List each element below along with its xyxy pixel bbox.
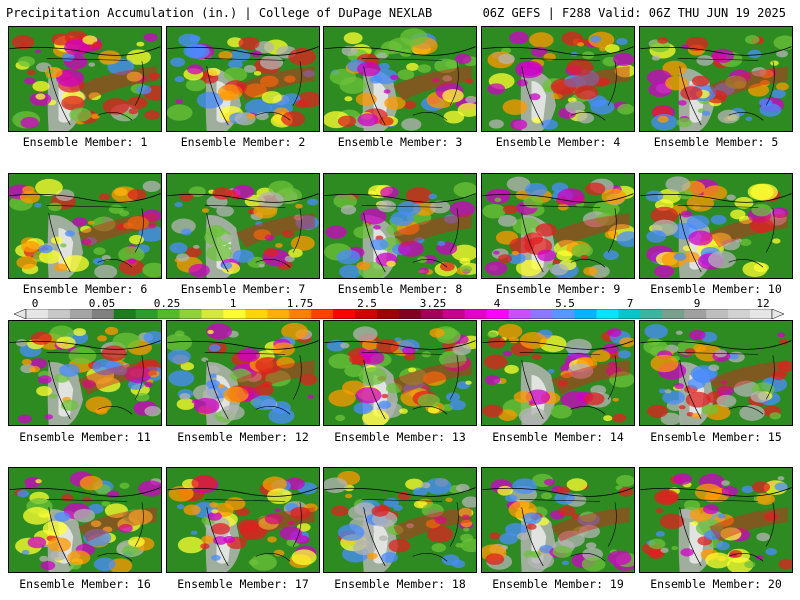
member-label-1: Ensemble Member: 1 bbox=[22, 135, 148, 149]
legend-swatch bbox=[47, 309, 71, 319]
legend-swatch bbox=[728, 309, 751, 319]
member-label-8: Ensemble Member: 8 bbox=[337, 282, 463, 296]
legend-tick-label: 0.05 bbox=[88, 297, 116, 310]
legend-tick-label: 0.25 bbox=[153, 297, 181, 310]
legend-swatch bbox=[574, 309, 597, 319]
legend-swatch bbox=[113, 309, 137, 319]
page-title: Precipitation Accumulation (in.) | Colle… bbox=[6, 6, 433, 20]
member-label-6: Ensemble Member: 6 bbox=[22, 282, 148, 296]
legend-tick-label: 12 bbox=[756, 297, 770, 310]
legend-swatch bbox=[311, 309, 334, 319]
member-label-3: Ensemble Member: 3 bbox=[337, 135, 463, 149]
member-label-10: Ensemble Member: 10 bbox=[650, 282, 782, 296]
member-map-14 bbox=[481, 320, 635, 426]
member-map-3 bbox=[323, 26, 477, 132]
legend-tick-label: 1.75 bbox=[286, 297, 314, 310]
member-map-13 bbox=[323, 320, 477, 426]
legend-tick-label: 3.25 bbox=[419, 297, 447, 310]
legend-swatch bbox=[684, 309, 707, 319]
legend-swatch bbox=[135, 309, 159, 319]
legend-swatch bbox=[157, 309, 181, 319]
legend-swatch bbox=[442, 309, 466, 319]
legend-swatch bbox=[596, 309, 619, 319]
member-map-17 bbox=[166, 467, 320, 573]
legend-swatch bbox=[245, 309, 268, 319]
legend-swatch bbox=[420, 309, 444, 319]
member-label-5: Ensemble Member: 5 bbox=[653, 135, 779, 149]
legend-swatch bbox=[26, 309, 49, 319]
legend-tick-label: 0 bbox=[31, 297, 39, 310]
member-label-11: Ensemble Member: 11 bbox=[19, 430, 151, 444]
legend-tick-label: 2.5 bbox=[357, 297, 377, 310]
member-label-17: Ensemble Member: 17 bbox=[177, 577, 309, 591]
member-label-19: Ensemble Member: 19 bbox=[492, 577, 624, 591]
member-label-12: Ensemble Member: 12 bbox=[177, 430, 309, 444]
member-map-19 bbox=[481, 467, 635, 573]
member-map-7 bbox=[166, 173, 320, 279]
legend-tick-label: 7 bbox=[626, 297, 634, 310]
member-map-2 bbox=[166, 26, 320, 132]
member-map-18 bbox=[323, 467, 477, 573]
member-map-15 bbox=[639, 320, 793, 426]
member-map-5 bbox=[639, 26, 793, 132]
member-map-10 bbox=[639, 173, 793, 279]
member-label-14: Ensemble Member: 14 bbox=[492, 430, 624, 444]
legend-swatch bbox=[355, 309, 378, 319]
legend-swatch bbox=[223, 309, 246, 319]
legend-swatch bbox=[618, 309, 641, 319]
legend-tick-label: 5.5 bbox=[555, 297, 575, 310]
member-label-7: Ensemble Member: 7 bbox=[180, 282, 306, 296]
legend-swatch bbox=[179, 309, 203, 319]
member-map-11 bbox=[8, 320, 162, 426]
member-map-4 bbox=[481, 26, 635, 132]
member-label-20: Ensemble Member: 20 bbox=[650, 577, 782, 591]
legend-swatch bbox=[662, 309, 685, 319]
legend-swatch bbox=[552, 309, 576, 319]
member-label-2: Ensemble Member: 2 bbox=[180, 135, 306, 149]
run-valid-time: 06Z GEFS | F288 Valid: 06Z THU JUN 19 20… bbox=[482, 6, 786, 20]
legend-swatch bbox=[706, 309, 729, 319]
legend-swatch bbox=[640, 309, 663, 319]
legend-swatch bbox=[267, 309, 290, 319]
legend-swatch bbox=[377, 309, 400, 319]
member-label-16: Ensemble Member: 16 bbox=[19, 577, 151, 591]
legend-swatch bbox=[91, 309, 115, 319]
member-label-13: Ensemble Member: 13 bbox=[334, 430, 466, 444]
legend-swatch bbox=[530, 309, 554, 319]
member-map-8 bbox=[323, 173, 477, 279]
legend-tick-label: 4 bbox=[493, 297, 501, 310]
legend-tick-label: 1 bbox=[229, 297, 237, 310]
member-map-6 bbox=[8, 173, 162, 279]
legend-swatch bbox=[486, 309, 510, 319]
precip-color-legend bbox=[14, 309, 784, 319]
legend-swatch bbox=[508, 309, 532, 319]
legend-swatch bbox=[333, 309, 356, 319]
member-map-1 bbox=[8, 26, 162, 132]
member-label-18: Ensemble Member: 18 bbox=[334, 577, 466, 591]
legend-swatch bbox=[289, 309, 312, 319]
member-map-20 bbox=[639, 467, 793, 573]
legend-swatch bbox=[464, 309, 488, 319]
legend-swatch bbox=[399, 309, 422, 319]
member-label-15: Ensemble Member: 15 bbox=[650, 430, 782, 444]
legend-swatch bbox=[750, 309, 773, 319]
member-label-9: Ensemble Member: 9 bbox=[495, 282, 621, 296]
member-label-4: Ensemble Member: 4 bbox=[495, 135, 621, 149]
legend-swatch bbox=[201, 309, 224, 319]
member-map-9 bbox=[481, 173, 635, 279]
legend-arrow-high bbox=[771, 309, 784, 319]
legend-swatch bbox=[69, 309, 93, 319]
member-map-12 bbox=[166, 320, 320, 426]
legend-colorbar bbox=[14, 309, 784, 319]
legend-tick-label: 9 bbox=[693, 297, 701, 310]
legend-arrow-low bbox=[14, 309, 27, 319]
member-map-16 bbox=[8, 467, 162, 573]
